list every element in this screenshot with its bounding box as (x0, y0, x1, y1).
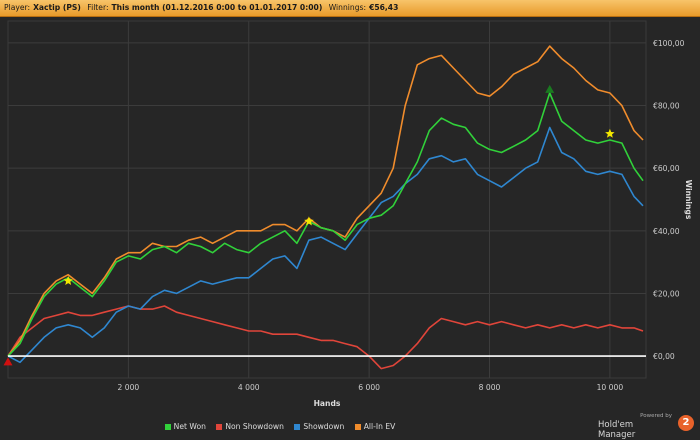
graph-area: 2 000 4 000 6 000 8 000 10 000 €0,00 €20,00 €40… (0, 17, 700, 424)
filter-value[interactable]: This month (01.12.2016 0:00 to 01.01.201… (111, 3, 323, 12)
y-axis-label: Winnings (684, 180, 693, 220)
star-marker-icon (304, 216, 314, 226)
triangle-marker-icon (545, 84, 555, 93)
legend-label-non-showdown: Non Showdown (225, 422, 284, 431)
y-tick-label: €100,00 (653, 39, 685, 48)
legend-item-non-showdown[interactable]: Non Showdown (216, 420, 284, 434)
hm2-logo-icon: 2 (678, 415, 694, 431)
x-tick-label: 8 000 (479, 383, 501, 392)
brand-name: Hold'em Manager (598, 420, 636, 440)
x-tick-label: 2 000 (118, 383, 140, 392)
x-tick-label: 6 000 (358, 383, 380, 392)
legend-item-showdown[interactable]: Showdown (294, 420, 344, 434)
chart-legend: Net Won Non Showdown Showdown All-In EV (0, 420, 560, 434)
player-label: Player: (4, 3, 31, 12)
legend-item-all-in-ev[interactable]: All-In EV (354, 420, 396, 434)
series-line-non-showdown (7, 305, 644, 370)
net-won-swatch (164, 424, 171, 430)
legend-label-showdown: Showdown (303, 422, 345, 431)
y-tick-label: €40,00 (653, 227, 680, 236)
star-marker-icon (63, 275, 73, 285)
series-line-showdown (7, 126, 644, 364)
star-marker-icon (605, 128, 615, 138)
plot-background (7, 20, 647, 379)
y-tick-label: €80,00 (653, 102, 680, 111)
winnings-chart[interactable]: 2 000 4 000 6 000 8 000 10 000 €0,00 €20,00 €40… (0, 17, 700, 420)
legend-label-all-in-ev: All-In EV (363, 422, 396, 431)
x-axis-label: Hands (314, 399, 341, 408)
info-header: Player: Xactip (PS) Filter: This month (01… (0, 0, 700, 17)
winnings-value: €56,43 (369, 3, 399, 12)
powered-by-text: Powered by (640, 413, 672, 419)
player-value: Xactip (PS) (33, 3, 81, 12)
y-tick-label: €0,00 (653, 352, 675, 361)
series-line-net-won (7, 92, 644, 357)
all-in-ev-swatch (354, 424, 361, 430)
y-tick-label: €20,00 (653, 289, 680, 298)
x-tick-label: 10 000 (597, 383, 624, 392)
holdem-manager-brand: Powered by Hold'em Manager 2 (598, 413, 694, 440)
filter-label: Filter: (87, 3, 109, 12)
winnings-label: Winnings: (328, 3, 367, 12)
legend-label-net-won: Net Won (173, 422, 206, 431)
non-showdown-swatch (216, 424, 223, 430)
x-tick-label: 4 000 (238, 383, 260, 392)
y-tick-label: €60,00 (653, 164, 680, 173)
legend-item-net-won[interactable]: Net Won (164, 420, 206, 434)
showdown-swatch (294, 424, 301, 430)
triangle-marker-icon (3, 357, 13, 366)
